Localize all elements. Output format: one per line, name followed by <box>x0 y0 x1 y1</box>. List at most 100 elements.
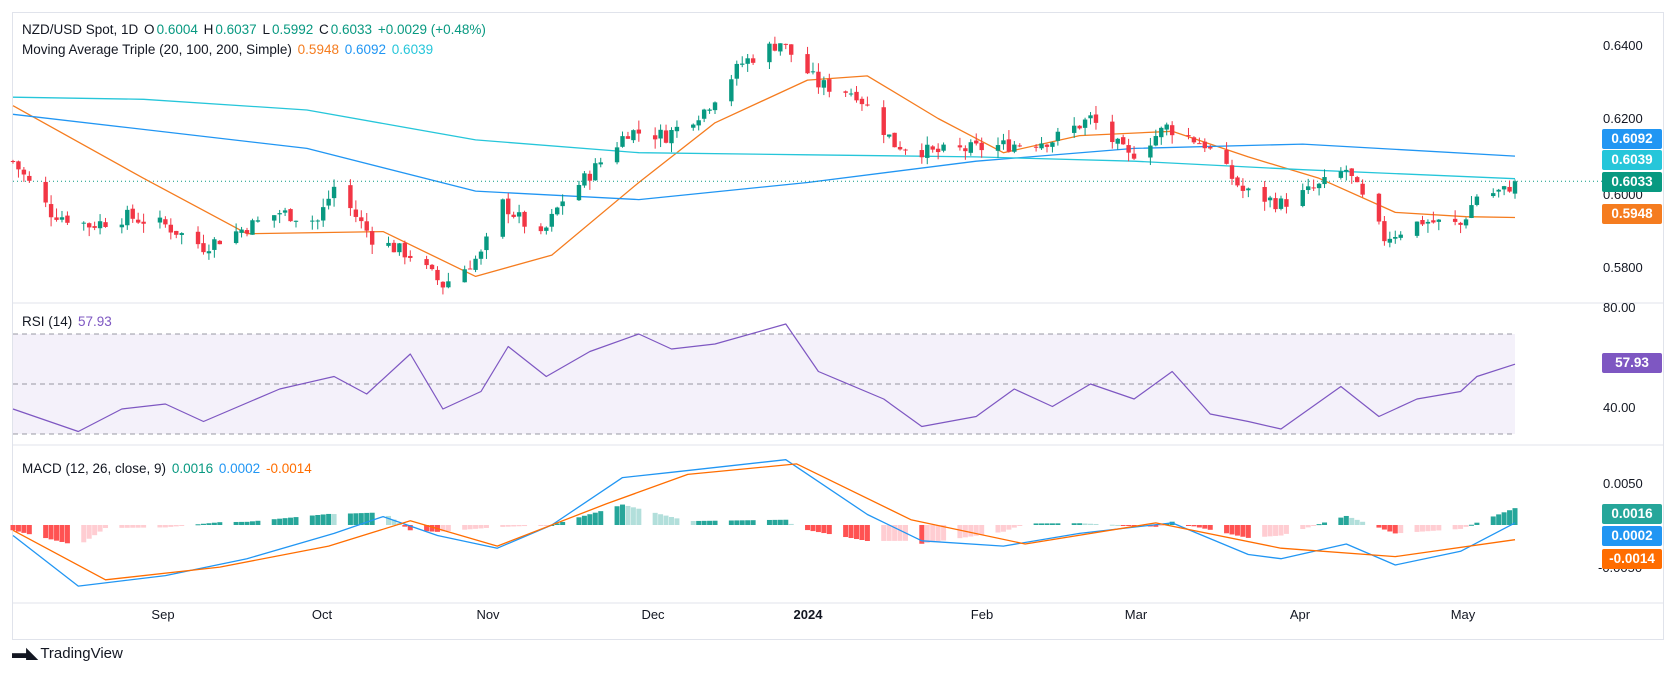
candle-body <box>810 71 816 73</box>
macd-histogram-bar <box>745 520 751 525</box>
candle-body <box>473 258 478 270</box>
candle-body <box>1376 193 1382 222</box>
x-tick-year: 2024 <box>793 607 823 622</box>
macd-histogram-bar <box>511 525 517 527</box>
macd-histogram-bar <box>919 525 925 544</box>
candle-body <box>729 79 734 102</box>
macd-histogram-bar <box>353 513 359 525</box>
ma100-value: 0.6092 <box>344 42 387 57</box>
macd-histogram-bar <box>1496 514 1502 525</box>
macd-histogram-bar <box>15 525 21 532</box>
macd-histogram-bar <box>217 522 223 525</box>
price-tick: 0.6200 <box>1603 111 1643 126</box>
candle-body <box>1474 196 1480 205</box>
macd-histogram-bar <box>728 520 734 525</box>
candle-body <box>886 134 892 137</box>
macd-histogram-bar <box>200 523 206 525</box>
macd-histogram-bar <box>440 525 446 532</box>
macd-histogram-bar <box>195 524 201 526</box>
macd-histogram-bar <box>674 518 680 525</box>
macd-histogram-bar <box>1360 521 1366 525</box>
macd-histogram-bar <box>130 525 136 528</box>
macd-histogram-bar <box>957 525 963 539</box>
macd-histogram-bar <box>1349 517 1355 525</box>
candle-body <box>326 198 331 206</box>
candle-body <box>1202 141 1208 149</box>
macd-histogram-bar <box>1234 525 1240 536</box>
candle-body <box>16 161 21 170</box>
ma200-price-badge: 0.6039 <box>1602 150 1662 170</box>
candle-body <box>1278 198 1284 209</box>
macd-histogram-bar <box>1202 525 1208 529</box>
candle-body <box>1120 137 1126 145</box>
ma-legend-label: Moving Average Triple (20, 100, 200, Sim… <box>22 42 292 57</box>
macd-histogram-bar <box>173 525 179 527</box>
candle-body <box>1044 144 1050 147</box>
candle-body <box>925 144 930 158</box>
macd-histogram-bar <box>924 525 930 543</box>
tradingview-brand[interactable]: ▬◣ TradingView <box>12 641 123 665</box>
candle-body <box>353 209 359 217</box>
price-tick: 0.5800 <box>1603 260 1643 275</box>
high-value: 0.6037 <box>215 22 257 37</box>
candle-body <box>369 231 375 245</box>
macd-histogram-bar <box>864 525 870 542</box>
macd-tick: 0.0050 <box>1603 476 1643 491</box>
high-label: H <box>203 22 214 37</box>
candle-body <box>1425 221 1431 224</box>
macd-histogram-bar <box>211 522 217 525</box>
candle-body <box>92 226 97 228</box>
macd-histogram-bar <box>1305 525 1311 528</box>
tradingview-logo-icon: ▬◣ <box>12 645 38 662</box>
macd-histogram-bar <box>21 525 27 533</box>
x-tick: Feb <box>970 607 994 622</box>
macd-histogram-bar <box>1033 523 1039 525</box>
macd-histogram-bar <box>1354 519 1360 525</box>
candle-body <box>1300 190 1305 206</box>
macd-histogram-bar <box>1126 525 1132 526</box>
macd-histogram-bar <box>772 519 778 525</box>
candle-body <box>859 98 865 105</box>
macd-histogram-bar <box>282 518 288 525</box>
macd-histogram-bar <box>124 525 130 528</box>
candle-body <box>391 242 397 253</box>
macd-histogram-bar <box>358 513 364 525</box>
macd-histogram-bar <box>1229 525 1235 535</box>
macd-histogram-bar <box>391 519 397 525</box>
price-tick: 0.6400 <box>1603 38 1643 53</box>
candle-body <box>1436 219 1442 222</box>
macd-histogram-bar <box>777 519 783 525</box>
candle-body <box>1414 221 1420 236</box>
macd-histogram-bar <box>331 514 337 525</box>
candle-body <box>1344 169 1349 172</box>
candle-body <box>701 109 707 119</box>
candle-body <box>1001 140 1006 145</box>
x-tick: Sep <box>151 607 175 622</box>
open-value: 0.6004 <box>156 22 198 37</box>
candle-body <box>1055 131 1061 141</box>
candle-body <box>1316 183 1322 189</box>
macd-histogram-bar <box>1115 524 1121 526</box>
macd-histogram-bar <box>892 525 898 541</box>
macd-hist-badge: 0.0016 <box>1602 504 1662 524</box>
candle-body <box>1306 186 1311 191</box>
candle-body <box>1360 183 1365 195</box>
candle-body <box>555 207 560 215</box>
macd-histogram-bar <box>636 508 642 525</box>
macd-histogram-bar <box>554 523 560 525</box>
candle-body <box>691 124 696 128</box>
candle-body <box>881 107 886 135</box>
candle-body <box>1262 187 1267 202</box>
candle-body <box>636 129 642 134</box>
macd-histogram-bar <box>668 516 674 525</box>
low-label: L <box>262 22 270 37</box>
candle-body <box>772 43 778 51</box>
candle-body <box>522 211 527 227</box>
change-value: +0.0029 (+0.48%) <box>377 22 486 37</box>
macd-histogram-bar <box>141 525 147 528</box>
candle-body <box>402 242 408 258</box>
candle-body <box>674 126 680 132</box>
candle-body <box>478 251 484 259</box>
macd-histogram-bar <box>369 512 375 525</box>
